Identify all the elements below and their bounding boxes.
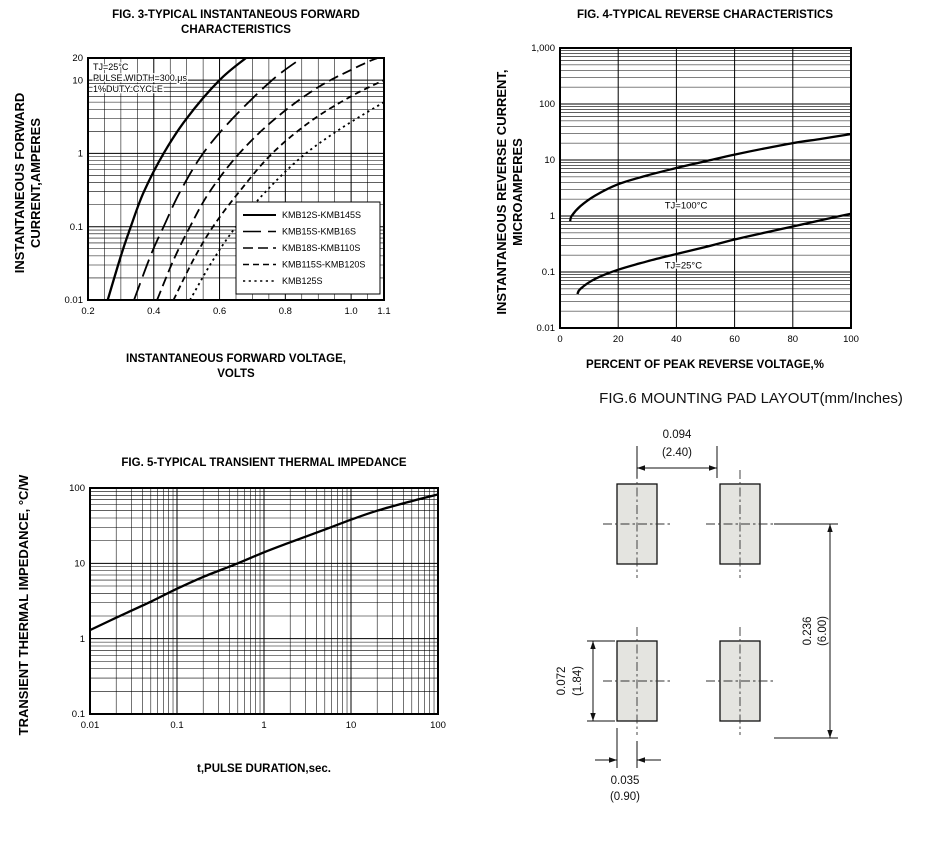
fig3-y-axis-label-text: INSTANTANEOUS FORWARD CURRENT,AMPERES (12, 92, 43, 274)
legend-entry-label: KMB18S-KMB110S (282, 243, 360, 253)
legend-entry-label: KMB115S-KMB120S (282, 260, 365, 270)
svg-text:1.1: 1.1 (377, 306, 390, 317)
dimension-bottom: 0.035 (0.90) (595, 728, 661, 803)
dim-left-value-inches: 0.072 (556, 667, 568, 696)
legend-entry-label: KMB125S (282, 276, 323, 286)
series-KMB18S-KMB110S (156, 58, 378, 300)
dimension-right: 0.236 (6.00) (774, 523, 838, 739)
svg-text:0: 0 (557, 334, 562, 345)
tick-labels: 0 20 40 60 80 100 0.01 0.1 1 10 100 1,000 (531, 43, 859, 345)
svg-text:1: 1 (261, 720, 266, 731)
svg-text:100: 100 (843, 334, 859, 345)
series-KMB15S-KMB16S (133, 58, 303, 300)
svg-text:100: 100 (539, 99, 555, 110)
dim-bottom-value-inches: 0.035 (611, 775, 640, 787)
svg-text:1: 1 (80, 634, 85, 645)
dim-top-value-inches: 0.094 (663, 429, 692, 441)
series-transient-thermal-impedance (90, 493, 438, 632)
fig4-plot: 0 20 40 60 80 100 0.01 0.1 1 10 100 1,000 TJ=100°C TJ… (531, 43, 859, 345)
svg-text:20: 20 (613, 334, 624, 345)
series (569, 132, 851, 295)
fig5-x-axis-label: t,PULSE DURATION,sec. (197, 763, 331, 775)
svg-text:1.0: 1.0 (345, 306, 358, 317)
svg-text:0.1: 0.1 (70, 222, 83, 233)
svg-text:60: 60 (729, 334, 740, 345)
fig3-x-axis-label: INSTANTANEOUS FORWARD VOLTAGE, VOLTS (126, 353, 346, 380)
svg-text:0.4: 0.4 (147, 306, 160, 317)
svg-text:10: 10 (72, 75, 83, 86)
dim-right-value-inches: 0.236 (802, 617, 814, 646)
svg-text:20: 20 (72, 53, 83, 64)
svg-text:0.1: 0.1 (170, 720, 183, 731)
legend: KMB12S-KMB145S KMB15S-KMB16S KMB18S-KMB110… (235, 201, 381, 295)
series-TJ=100°C (569, 132, 851, 222)
svg-text:0.01: 0.01 (537, 323, 556, 334)
fig3-y-axis-label: INSTANTANEOUS FORWARD CURRENT,AMPERES (12, 48, 48, 318)
chart-annotation: PULSE WIDTH=300 μs (93, 73, 187, 83)
axis-frame (559, 47, 852, 329)
dimension-top: 0.094 (2.40) (636, 429, 718, 478)
grid (89, 487, 439, 715)
dim-top-value-mm: (2.40) (662, 447, 692, 459)
grid (559, 47, 852, 329)
fig3-chart: 0.2 0.4 0.6 0.8 1.0 1.1 0.01 0.1 1 10 20 TJ=25°C PUL… (48, 46, 398, 333)
series-label: TJ=25°C (665, 261, 702, 272)
legend-entry-label: KMB15S-KMB16S (282, 227, 356, 237)
svg-text:0.8: 0.8 (279, 306, 292, 317)
fig5-chart: 0.01 0.1 1 10 100 0.1 1 10 100 (50, 478, 450, 745)
svg-text:1: 1 (550, 211, 555, 222)
pad-centerlines (603, 470, 774, 735)
fig5-title: FIG. 5-TYPICAL TRANSIENT THERMAL IMPEDAN… (121, 457, 407, 469)
chart-annotation: 1%DUTY CYCLE (93, 84, 163, 94)
dim-bottom-value-mm: (0.90) (610, 791, 640, 803)
series-KMB12S-KMB145S (106, 58, 247, 300)
series-TJ=25°C (576, 212, 851, 295)
svg-text:0.2: 0.2 (81, 306, 94, 317)
dimension-left: 0.072 (1.84) (556, 640, 615, 722)
svg-text:10: 10 (346, 720, 357, 731)
svg-text:40: 40 (671, 334, 682, 345)
svg-text:80: 80 (788, 334, 799, 345)
svg-text:100: 100 (430, 720, 446, 731)
svg-text:100: 100 (69, 483, 85, 494)
series (106, 58, 384, 300)
tick-labels: 0.2 0.4 0.6 0.8 1.0 1.1 0.01 0.1 1 10 20 (65, 53, 391, 317)
series (90, 493, 438, 632)
svg-text:10: 10 (74, 559, 85, 570)
series-KMB125S (189, 101, 384, 300)
fig5-y-axis-label-text: TRANSIENT THERMAL IMPEDANCE, °C/W (16, 474, 31, 736)
fig4-title: FIG. 4-TYPICAL REVERSE CHARACTERISTICS (576, 9, 833, 21)
svg-text:10: 10 (544, 155, 555, 166)
svg-text:0.01: 0.01 (65, 295, 84, 306)
svg-text:1,000: 1,000 (531, 43, 555, 54)
axis-frame (87, 57, 385, 301)
svg-text:0.01: 0.01 (81, 720, 100, 731)
dim-left-value-mm: (1.84) (572, 666, 584, 696)
fig3-plot: 0.2 0.4 0.6 0.8 1.0 1.1 0.01 0.1 1 10 20 TJ=25°CPUL… (65, 53, 391, 317)
legend-entry-label: KMB12S-KMB145S (282, 210, 361, 220)
svg-text:1: 1 (78, 149, 83, 160)
svg-text:0.6: 0.6 (213, 306, 226, 317)
dim-right-value-mm: (6.00) (817, 616, 829, 646)
fig6-title: FIG.6 MOUNTING PAD LAYOUT(mm/Inches) (599, 390, 903, 407)
fig6-mounting-pad-drawing: 0.094 (2.40) 0.236 (6.00) 0.072 (1.84) (556, 429, 838, 803)
svg-text:0.1: 0.1 (542, 267, 555, 278)
fig3-title: FIG. 3-TYPICAL INSTANTANEOUS FORWARD CHA… (112, 9, 360, 36)
fig4-x-axis-label: PERCENT OF PEAK REVERSE VOLTAGE,% (586, 359, 824, 371)
series-KMB115S-KMB120S (172, 79, 384, 300)
svg-text:0.1: 0.1 (72, 709, 85, 720)
chart-annotation: TJ=25°C (93, 62, 129, 72)
fig4-chart: 0 20 40 60 80 100 0.01 0.1 1 10 100 1,000 TJ=100°C TJ… (518, 36, 863, 363)
series-label: TJ=100°C (665, 201, 708, 212)
fig5-y-axis-label: TRANSIENT THERMAL IMPEDANCE, °C/W (16, 462, 52, 748)
axis-frame (89, 487, 439, 715)
